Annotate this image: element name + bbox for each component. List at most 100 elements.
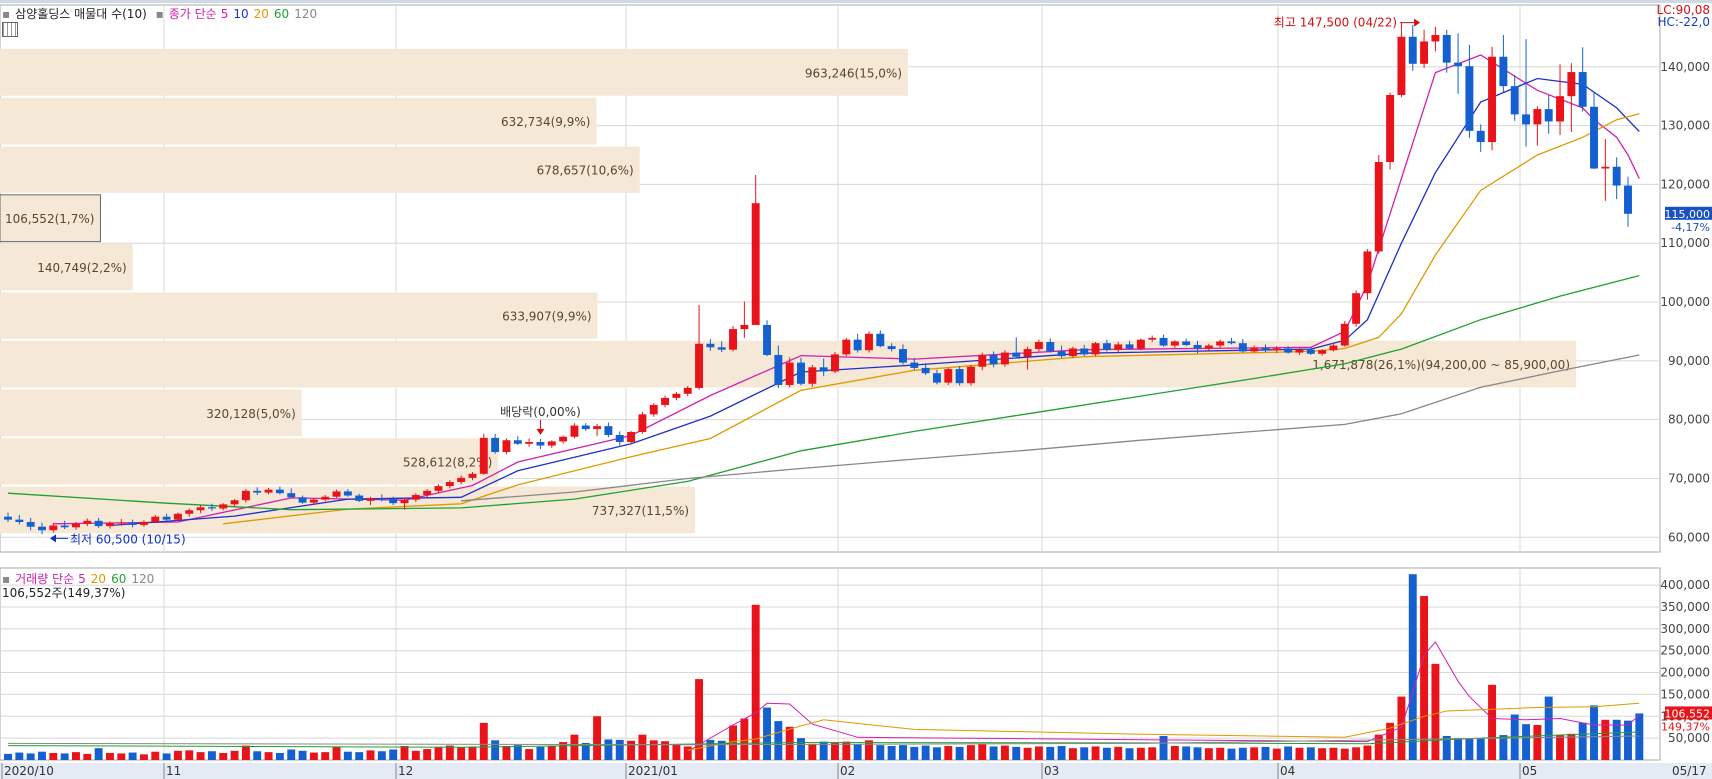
- candle-body: [117, 522, 126, 524]
- volume-bar: [1567, 733, 1576, 760]
- candle-body: [1431, 34, 1440, 42]
- candle-body: [479, 437, 488, 474]
- candle-body: [1080, 348, 1089, 355]
- volume-panel: [0, 567, 1661, 761]
- volume-bar: [1635, 713, 1644, 760]
- volume-bar: [185, 750, 194, 760]
- volume-bar: [706, 739, 715, 760]
- candle-body: [60, 525, 69, 528]
- candle-body: [1034, 342, 1043, 350]
- volume-bar: [1612, 719, 1621, 760]
- volume-tick-label: 300,000: [1660, 622, 1710, 636]
- volume-bar: [173, 750, 182, 760]
- volume-bar: [1590, 705, 1598, 760]
- candle-body: [4, 516, 12, 520]
- price-tick-label: 140,000: [1660, 60, 1710, 74]
- candle-body: [593, 426, 602, 430]
- volume-bar: [921, 745, 930, 760]
- volume-tick-label: 50,000: [1668, 731, 1710, 745]
- volume-bar: [1397, 696, 1406, 760]
- volume-bar: [1136, 747, 1145, 760]
- volume-bar: [241, 745, 250, 760]
- current-change-label: -4,17%: [1671, 221, 1710, 234]
- candle-body: [1601, 166, 1610, 169]
- volume-bar: [253, 751, 262, 760]
- candle-body: [932, 373, 941, 383]
- candle-body: [729, 329, 737, 350]
- volume-bar: [1374, 734, 1383, 760]
- legend-toggle-icon[interactable]: ▪: [2, 7, 11, 21]
- volume-bar: [468, 746, 477, 760]
- volume-bar: [819, 741, 828, 760]
- candle-body: [151, 516, 160, 523]
- volume-legend-title: 거래량 단순: [15, 572, 75, 586]
- volume-bar: [389, 749, 398, 760]
- candle-body: [1522, 114, 1531, 125]
- volume-bar: [1465, 739, 1474, 760]
- candle-body: [389, 499, 398, 504]
- candle-body: [751, 203, 760, 325]
- volume-bar: [1148, 747, 1157, 760]
- volume-bar: [1578, 722, 1587, 760]
- volume-bar: [1170, 746, 1179, 760]
- candle-body: [581, 425, 590, 430]
- volume-bar: [309, 752, 318, 760]
- ma-20-label: 20: [253, 7, 269, 21]
- candle-body: [355, 495, 364, 501]
- candle-body: [1148, 337, 1157, 340]
- volume-bar: [1454, 738, 1463, 760]
- candle-body: [978, 354, 987, 367]
- volume-bar: [966, 745, 975, 760]
- volume-bar: [26, 753, 35, 760]
- candle-body: [162, 516, 171, 520]
- volume-bar: [876, 745, 885, 760]
- x-axis-label: 2020/10: [4, 764, 54, 778]
- candle-body: [1091, 343, 1100, 355]
- candle-body: [1510, 86, 1519, 115]
- volume-tick-label: 350,000: [1660, 600, 1710, 614]
- volume-bar: [162, 753, 171, 760]
- volume-bar: [570, 734, 579, 760]
- volume-bar: [1386, 722, 1395, 760]
- volume-ma5-line: [687, 641, 1640, 752]
- volume-bar: [581, 742, 590, 760]
- current-volume-ratio-label: 149,37%: [1661, 720, 1710, 733]
- volume-profile-label: 106,552(1,7%): [5, 212, 94, 226]
- candle-body: [831, 354, 839, 372]
- ma-toggle-icon[interactable]: ▪: [155, 7, 164, 21]
- candle-body: [1488, 56, 1497, 143]
- candle-body: [1204, 345, 1213, 349]
- volume-bar: [72, 752, 80, 760]
- volume-bar: [525, 749, 534, 760]
- volume-bar: [989, 746, 998, 760]
- volume-bar: [1488, 684, 1497, 760]
- volume-bar: [434, 746, 443, 760]
- volume-toggle-icon[interactable]: ▪: [2, 572, 11, 586]
- candle-body: [615, 434, 624, 443]
- volume-ma120-line: [7, 735, 1640, 746]
- candle-body: [1567, 72, 1576, 97]
- candle-body: [128, 522, 137, 525]
- candle-body: [1193, 344, 1202, 349]
- volume-bar: [60, 753, 69, 760]
- candle-body: [1329, 345, 1338, 351]
- candle-body: [525, 442, 534, 444]
- volume-bar: [695, 679, 704, 760]
- table-grid-icon[interactable]: [2, 22, 18, 37]
- candle-body: [1012, 352, 1021, 357]
- candle-body: [83, 520, 92, 524]
- volume-bar: [1408, 574, 1417, 760]
- volume-bar: [1216, 747, 1225, 760]
- volume-profile-bar: [0, 389, 302, 437]
- volume-bar: [785, 726, 794, 760]
- candle-body: [445, 482, 454, 487]
- volume-bar: [1340, 748, 1349, 760]
- ma-10-label: 10: [233, 7, 249, 21]
- volume-bar: [1420, 596, 1429, 760]
- candle-body: [1125, 344, 1134, 349]
- candle-body: [1284, 348, 1293, 353]
- volume-profile-bar: [0, 292, 598, 339]
- candle-body: [774, 354, 783, 385]
- volume-bar: [944, 746, 953, 760]
